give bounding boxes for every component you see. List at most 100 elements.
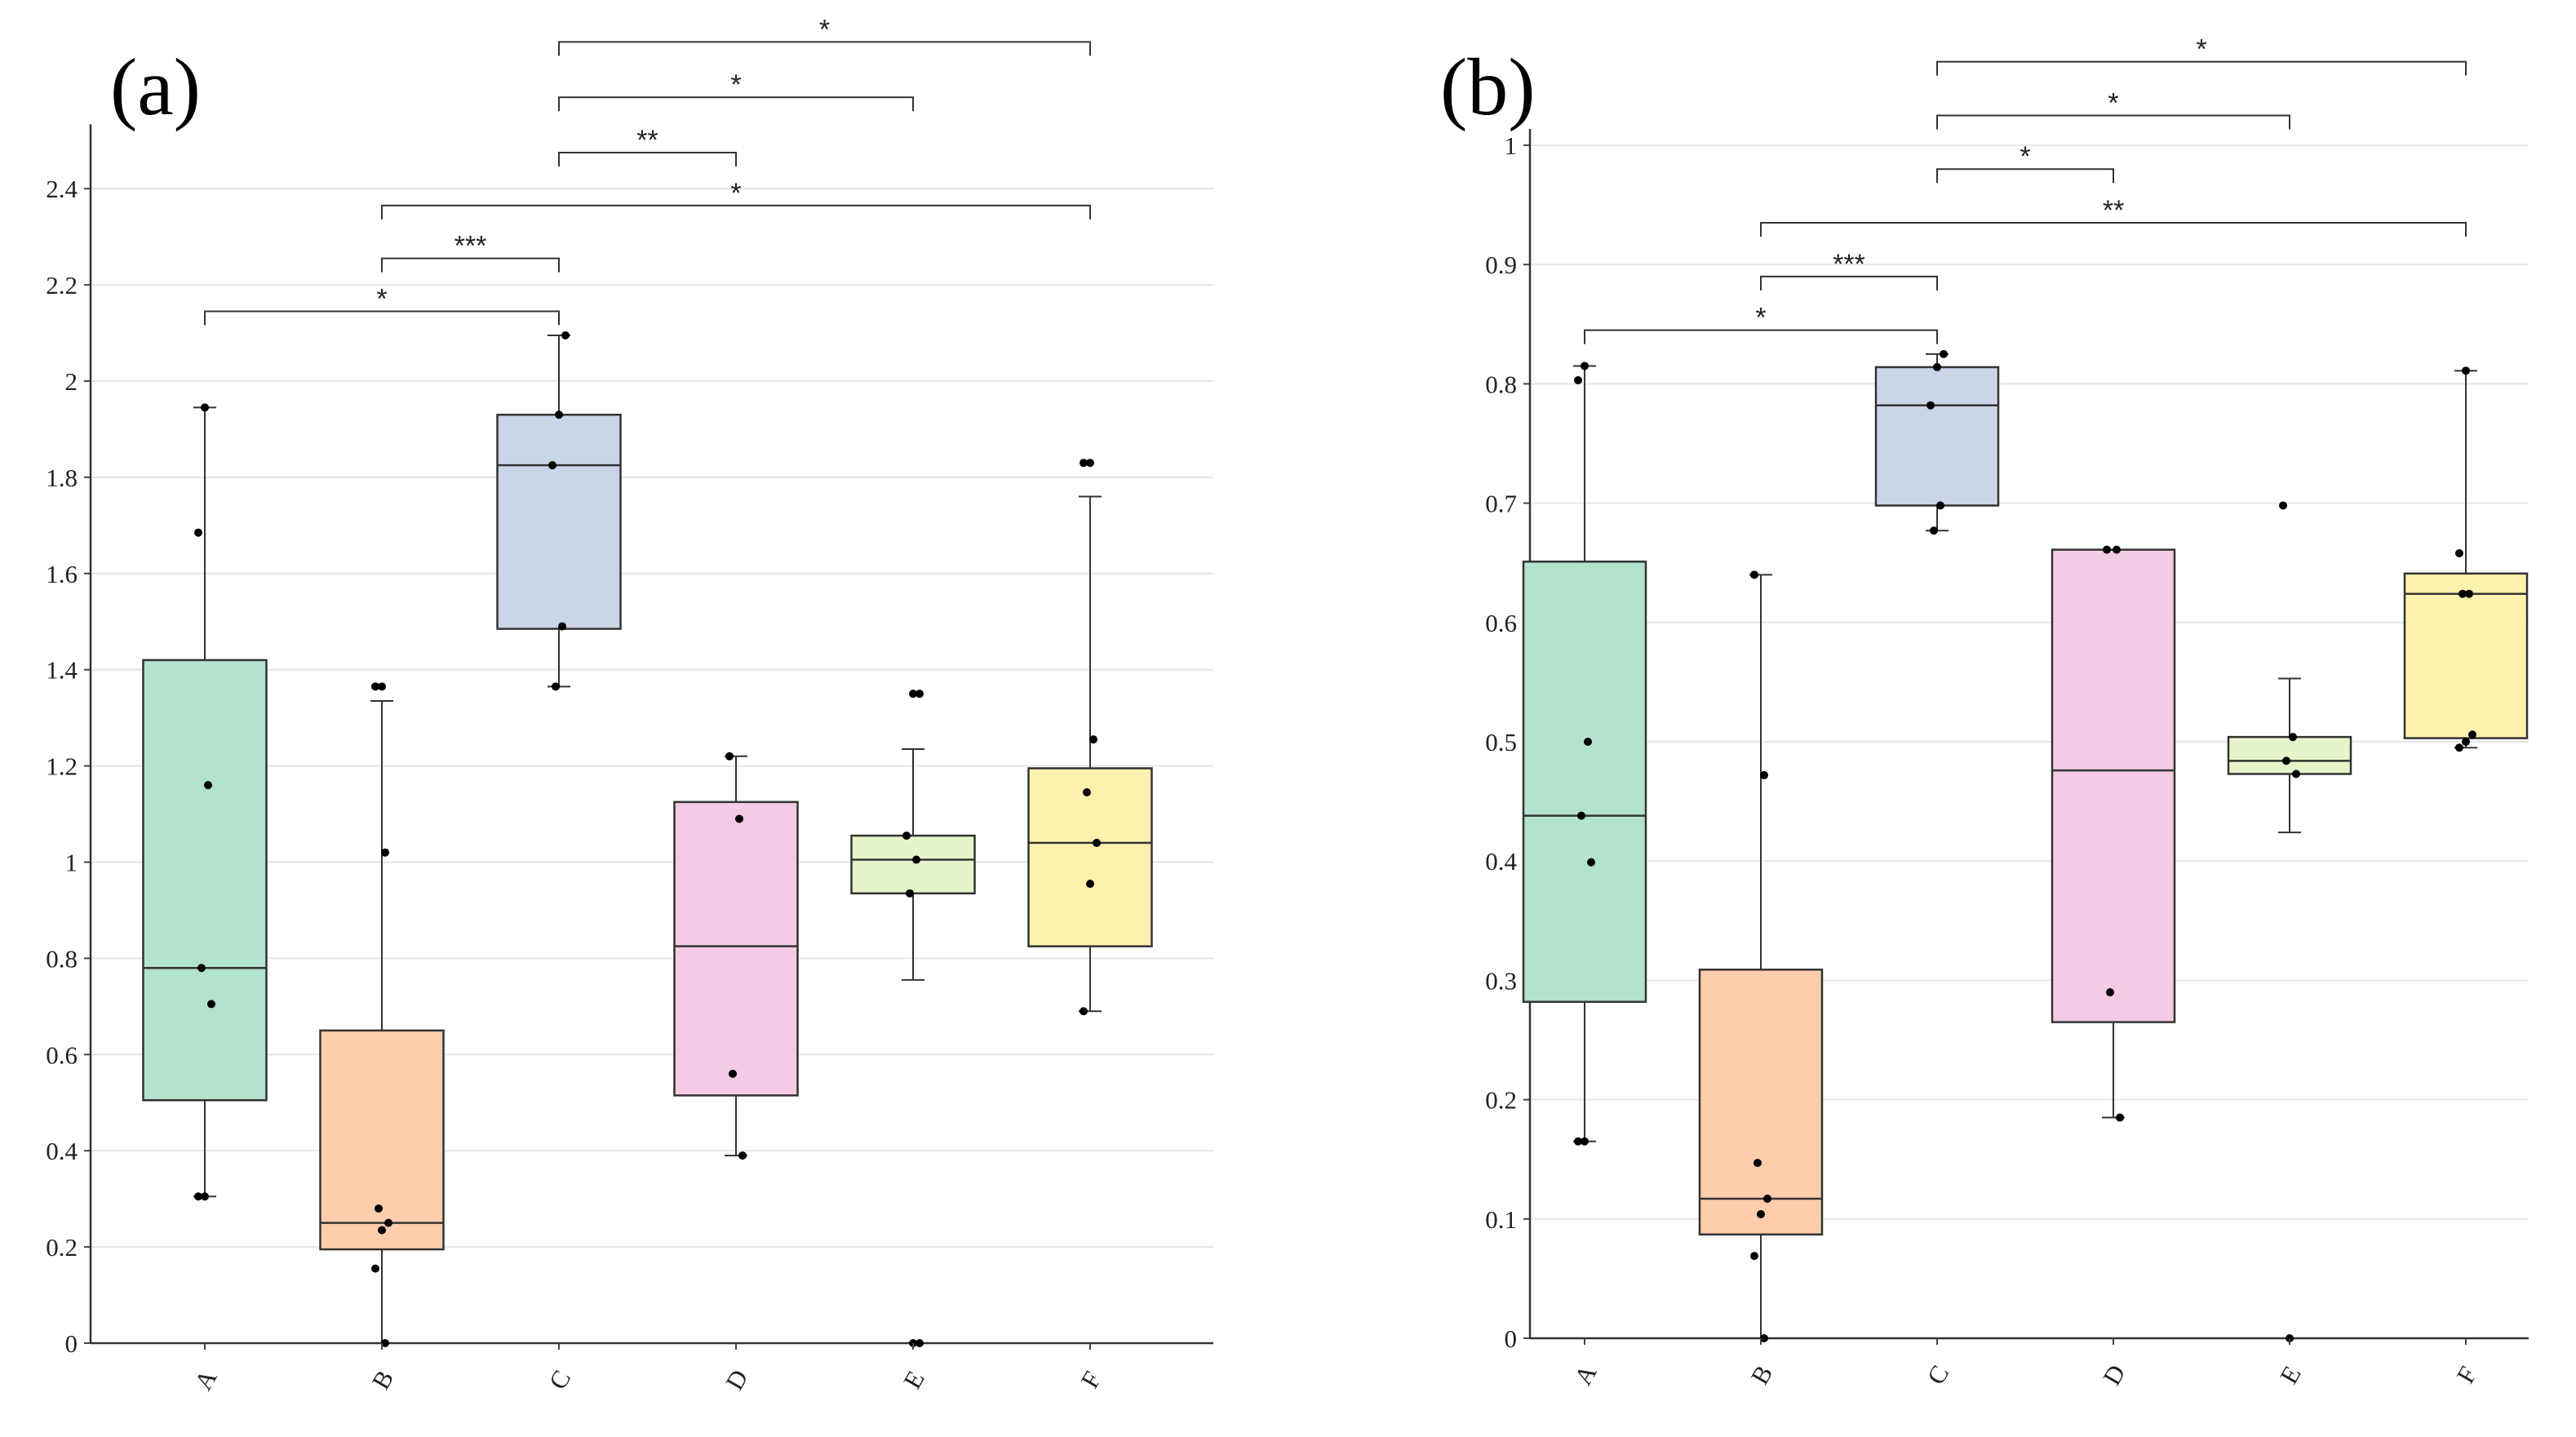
- significance-label: *: [819, 14, 830, 45]
- x-tick-label-c: C: [543, 1365, 577, 1394]
- significance-label: *: [2196, 34, 2206, 65]
- y-tick-label: 0.8: [1485, 370, 1517, 398]
- data-point: [1763, 1194, 1771, 1203]
- data-point: [2462, 738, 2470, 746]
- significance-label: *: [730, 178, 741, 209]
- significance-label: **: [2103, 195, 2124, 226]
- significance-bracket: [1936, 60, 2467, 76]
- box-f: [2403, 572, 2529, 739]
- y-tick-label: 2.4: [46, 175, 78, 203]
- data-point: [2116, 1113, 2124, 1122]
- data-point: [381, 848, 389, 857]
- data-point: [548, 461, 556, 470]
- data-point: [906, 889, 914, 898]
- y-tick-label: 0.7: [1485, 490, 1517, 518]
- data-point: [2455, 743, 2463, 752]
- x-tick-label-a: A: [1568, 1359, 1603, 1390]
- data-point: [201, 1192, 209, 1201]
- significance-bracket: [558, 41, 1091, 56]
- box-d: [673, 801, 799, 1097]
- y-tick-label: 0.9: [1485, 251, 1517, 279]
- data-point: [371, 682, 379, 691]
- x-tick-label-d: D: [720, 1364, 754, 1395]
- y-tick-label: 0: [65, 1329, 78, 1358]
- data-point: [902, 832, 911, 840]
- data-point: [1086, 459, 1094, 468]
- x-tick-label-e: E: [898, 1366, 930, 1394]
- data-point: [2292, 770, 2300, 778]
- box-plot-panel-a: 0 0.2 0.4 0.6 0.8 1 1.2 1.4 1.6 1.8 2 2.2 2.4 A B C D E F *…: [46, 14, 1213, 1395]
- data-point: [1760, 770, 1768, 779]
- data-point: [194, 528, 202, 537]
- data-point: [1930, 526, 1938, 535]
- significance-label: *: [730, 69, 741, 100]
- x-tick-label-b: B: [1745, 1360, 1779, 1389]
- box-c: [1874, 366, 2000, 507]
- significance-label: **: [636, 125, 658, 156]
- data-point: [207, 1000, 215, 1009]
- data-point: [1750, 1252, 1758, 1261]
- y-tick-label: 2: [65, 367, 78, 396]
- significance-label: *: [2108, 87, 2118, 118]
- y-tick-label: 1.2: [46, 752, 78, 781]
- data-point: [735, 814, 743, 823]
- data-point: [738, 1151, 747, 1160]
- y-tick-label: 0.1: [1485, 1205, 1517, 1234]
- significance-bracket: [1760, 222, 2467, 237]
- box-f: [1027, 767, 1153, 947]
- data-point: [1574, 1137, 1582, 1146]
- significance-label: *: [376, 284, 387, 315]
- panel-label: (b): [1440, 42, 1536, 132]
- panel-label: (a): [110, 42, 201, 132]
- data-point: [558, 622, 566, 631]
- data-point: [2465, 589, 2473, 598]
- y-tick-label: 0.2: [46, 1233, 78, 1262]
- box-c: [496, 414, 622, 630]
- data-point: [909, 690, 917, 699]
- y-tick-label: 1.6: [46, 560, 78, 588]
- data-point: [204, 781, 212, 790]
- data-point: [561, 330, 570, 339]
- data-point: [552, 682, 560, 691]
- x-tick-label-a: A: [188, 1364, 223, 1395]
- data-point: [194, 1192, 202, 1201]
- data-point: [384, 1218, 392, 1227]
- data-point: [371, 1264, 379, 1273]
- data-point: [2113, 545, 2121, 554]
- data-point: [725, 752, 734, 761]
- data-point: [1080, 1007, 1088, 1016]
- data-point: [2459, 589, 2467, 598]
- data-point: [1581, 361, 1589, 370]
- significance-label: ***: [454, 231, 487, 262]
- data-point: [1940, 349, 1948, 358]
- significance-label: *: [2020, 141, 2030, 172]
- y-tick-label: 1: [1505, 131, 1518, 160]
- data-point: [1936, 501, 1944, 510]
- data-point: [2279, 501, 2287, 510]
- box-plot-a-svg: 0 0.2 0.4 0.6 0.8 1 1.2 1.4 1.6 1.8 2 2.2 2.4 A B C D E F *…: [46, 14, 1213, 1395]
- box-a: [142, 659, 268, 1102]
- data-point: [912, 855, 920, 864]
- data-point: [2455, 549, 2463, 558]
- data-point: [1757, 1209, 1765, 1218]
- data-point: [378, 1226, 386, 1235]
- x-tick-label-d: D: [2097, 1359, 2131, 1390]
- data-point: [916, 1339, 924, 1347]
- x-tick-label-b: B: [366, 1365, 400, 1394]
- box-a: [1522, 560, 1647, 1003]
- x-tick-label-f: F: [1075, 1367, 1106, 1393]
- y-tick-label: 0: [1505, 1324, 1518, 1353]
- x-tick-label-f: F: [2450, 1362, 2482, 1388]
- y-tick-label: 2.2: [46, 271, 78, 299]
- data-point: [381, 1339, 389, 1347]
- significance-bracket: [558, 151, 737, 166]
- data-point: [375, 1204, 383, 1213]
- data-point: [2468, 730, 2476, 739]
- y-tick-label: 0.8: [46, 944, 78, 973]
- significance-bracket: [1936, 114, 2290, 130]
- data-point: [1083, 788, 1091, 797]
- x-tick-label-e: E: [2274, 1361, 2307, 1389]
- significance-label: *: [1755, 303, 1766, 334]
- y-tick-label: 0.3: [1485, 966, 1517, 995]
- data-point: [916, 690, 924, 699]
